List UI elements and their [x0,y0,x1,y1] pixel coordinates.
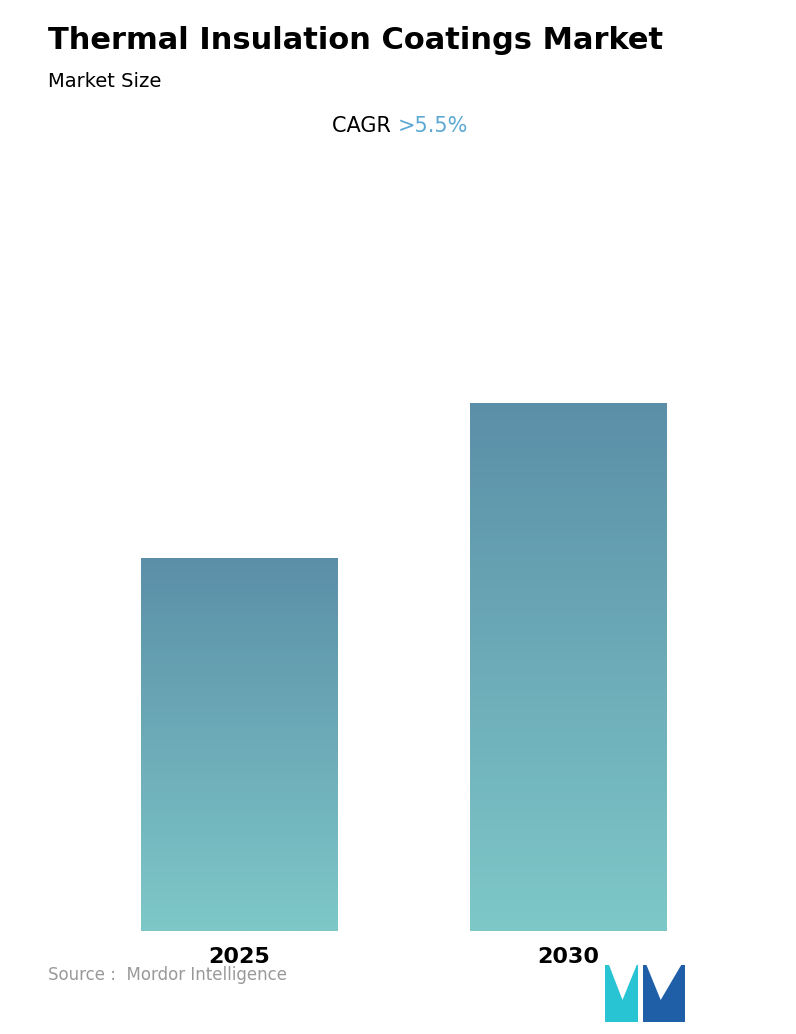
Polygon shape [643,965,685,1022]
Polygon shape [605,965,638,1022]
Polygon shape [646,965,681,1000]
Text: CAGR: CAGR [333,116,398,135]
Text: >5.5%: >5.5% [398,116,468,135]
Text: Market Size: Market Size [48,72,161,91]
Polygon shape [609,965,637,1000]
Text: Thermal Insulation Coatings Market: Thermal Insulation Coatings Market [48,26,663,55]
Text: Source :  Mordor Intelligence: Source : Mordor Intelligence [48,967,287,984]
